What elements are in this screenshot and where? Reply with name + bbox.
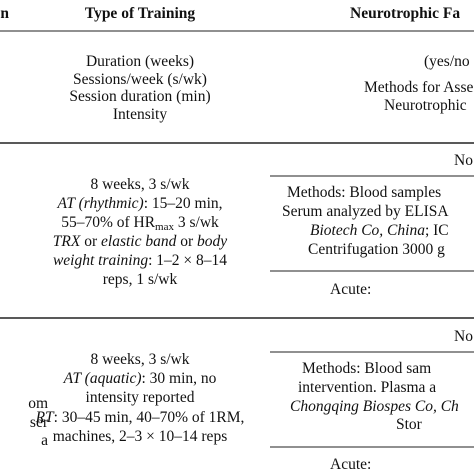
text-run: No [454,328,473,345]
text-run: ; IC [425,222,449,239]
text-run: intervention. Plasma a [298,379,436,396]
text-run: or [176,233,197,250]
cell-line: Session duration (min) [69,88,210,105]
text-run: Biotech Co, China [310,222,425,239]
cell-line: Chongqing Biospes Co, Ch [290,398,459,415]
cell-line: RT: 30–45 min, 40–70% of 1RM, [35,409,245,426]
cell-line: ser [30,414,49,431]
cell-line: Neurotrophic [384,97,467,114]
text-run: 55–70% of HR [61,214,156,231]
header-cell: Neurotrophic Fa [350,5,460,22]
text-run: : 15–20 min, [144,195,223,212]
cell-line: a [41,432,48,449]
text-run: AT (rhythmic) [56,195,143,212]
text-run: (yes/no [424,53,470,70]
text-run: Centrifugation 3000 g [308,241,445,258]
text-run: Acute: [330,456,371,473]
cell-line: 55–70% of HRmax 3 s/wk [61,214,219,233]
cell-line: Sessions/week (s/wk) [73,71,207,88]
cell-line: Methods: Blood samples [287,184,441,201]
cell-line: Methods for Asses [364,79,474,96]
text-run: Methods: Blood sam [302,360,431,377]
cell-line: Serum analyzed by ELISA [282,203,449,220]
text-run: 8 weeks, 3 s/wk [90,176,189,193]
text-run: intensity reported [86,389,195,406]
cell-line: Acute: [330,456,371,473]
text-run: n [0,5,9,22]
text-run: a [41,432,48,449]
cell-line: intensity reported [86,389,195,406]
text-run: RT [35,409,55,426]
text-run: Acute: [330,281,371,298]
text-run: machines, 2–3 × 10–14 reps [53,428,227,445]
text-run: max [155,221,174,233]
text-run: ser [30,414,49,431]
cell-line: (yes/no [424,53,470,70]
text-run: Session duration (min) [69,88,210,105]
cell-line: 8 weeks, 3 s/wk [90,176,189,193]
cell-line: reps, 1 s/wk [103,271,178,288]
text-run: Type of Training [85,5,195,22]
text-run: TRX [53,233,81,250]
cell-line: Intensity [113,106,167,123]
cell-line: No [454,152,473,169]
cell-line: Methods: Blood sam [302,360,431,377]
text-run: elastic band [101,233,177,250]
cell-line: No [454,328,473,345]
text-run: Chongqing Biospes Co, Ch [290,398,459,415]
text-run: Methods: Blood samples [287,184,441,201]
cell-line: weight training: 1–2 × 8–14 [53,252,227,269]
text-run: reps, 1 s/wk [103,271,178,288]
cell-line: Biotech Co, China; IC [310,222,449,239]
text-run: : 1–2 × 8–14 [148,252,227,269]
text-run: Duration (weeks) [86,53,194,70]
cell-line: AT (aquatic): 30 min, no [63,370,217,387]
text-run: AT (aquatic) [63,370,142,387]
text-run: or [80,233,101,250]
text-run: 8 weeks, 3 s/wk [90,351,189,368]
text-run: Sessions/week (s/wk) [73,71,207,88]
cell-line: Duration (weeks) [86,53,194,70]
text-run: body [197,233,227,250]
cell-line: TRX or elastic band or body [53,233,228,250]
cell-line: machines, 2–3 × 10–14 reps [53,428,227,445]
cell-line: intervention. Plasma a [298,379,436,396]
text-run: Stor [396,416,423,433]
cell-line: Acute: [330,281,371,298]
text-run: Intensity [113,106,167,123]
text-run: 3 s/wk [174,214,219,231]
cell-line: AT (rhythmic): 15–20 min, [56,195,222,212]
text-run: om [28,395,48,412]
header-cell: n [0,5,9,22]
cell-line: Stor [396,416,423,433]
text-run: Serum analyzed by ELISA [282,203,449,220]
cell-line: 8 weeks, 3 s/wk [90,351,189,368]
text-run: Neurotrophic [384,97,467,114]
text-run: : 30 min, no [142,370,217,387]
header-cell: Type of Training [85,5,195,22]
text-run: Neurotrophic Fa [350,5,460,22]
text-run: weight training [53,252,148,269]
text-run: Methods for Asses [364,79,474,96]
text-run: No [454,152,473,169]
text-run: : 30–45 min, 40–70% of 1RM, [54,409,245,426]
cell-line: Centrifugation 3000 g [308,241,445,258]
cell-line: om [28,395,48,412]
